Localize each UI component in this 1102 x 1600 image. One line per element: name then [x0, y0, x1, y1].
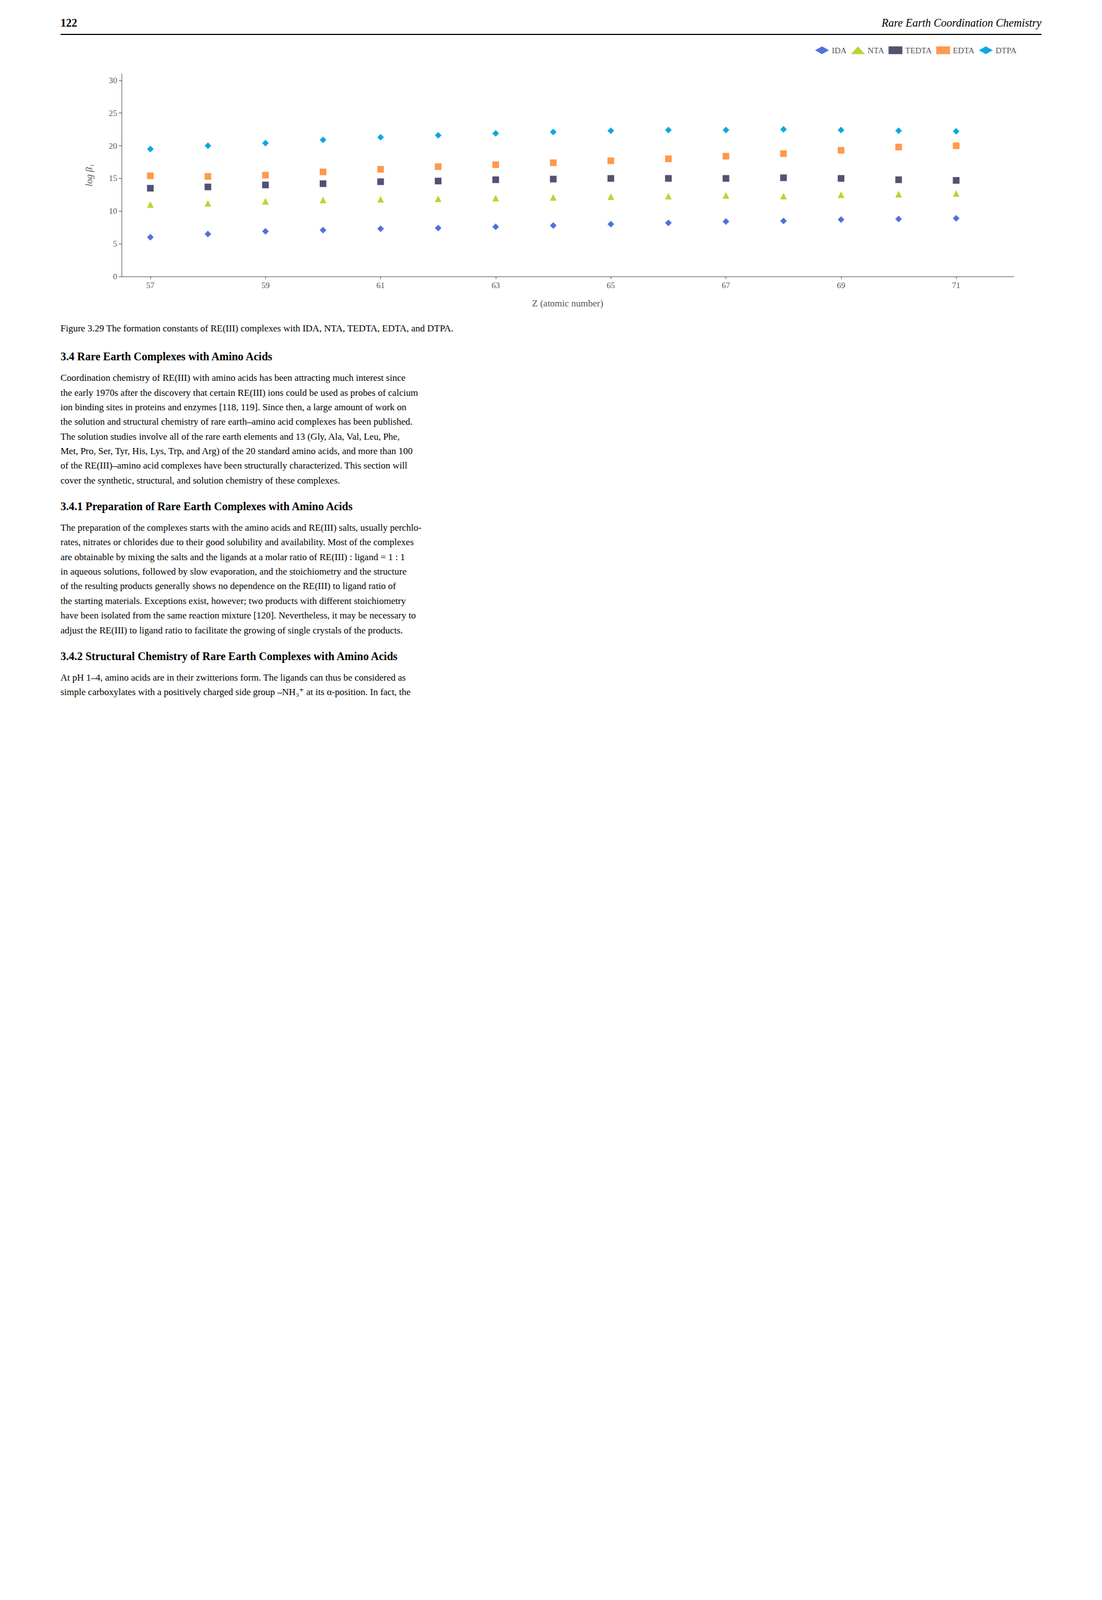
html-text:the starting materials. Except: the starting materials. Exceptions exist… [60, 595, 406, 607]
svg-text:59: 59 [261, 280, 270, 290]
html-text:Rare Earth Coordination Chemis: Rare Earth Coordination Chemistry [881, 16, 1042, 29]
svg-text:10: 10 [108, 206, 118, 216]
svg-text:69: 69 [836, 280, 845, 290]
html-text:of the RE(III)–amino acid comp: of the RE(III)–amino acid complexes have… [60, 460, 408, 472]
svg-text:71: 71 [952, 280, 961, 290]
html-text:cover the synthetic, structura: cover the synthetic, structural, and sol… [60, 475, 340, 486]
html-text:are obtainable by mixing the s: are obtainable by mixing the salts and t… [60, 551, 405, 563]
svg-text:0: 0 [113, 272, 118, 281]
html-text:simple carboxylates with a pos: simple carboxylates with a positively ch… [60, 686, 411, 698]
svg-text:25: 25 [108, 108, 118, 118]
html-text:in aqueous solutions, followed: in aqueous solutions, followed by slow e… [60, 566, 407, 577]
html-text:At pH 1–4, amino acids are in: At pH 1–4, amino acids are in their zwit… [60, 672, 406, 683]
svg-text:30: 30 [108, 76, 118, 85]
html-text:ion binding sites in proteins: ion binding sites in proteins and enzyme… [60, 401, 407, 413]
html-text:Coordination chemistry of RE(I: Coordination chemistry of RE(III) with a… [60, 372, 406, 384]
svg-text:IDA: IDA [831, 46, 847, 55]
html-text:adjust the RE(III) to ligand r: adjust the RE(III) to ligand ratio to fa… [60, 624, 403, 636]
html-text:The solution studies involve a: The solution studies involve all of the … [60, 431, 400, 442]
html-text:3.4.2 Structural Chemistry of: 3.4.2 Structural Chemistry of Rare Earth… [60, 649, 398, 663]
html-text:the early 1970s after the disc: the early 1970s after the discovery that… [60, 387, 418, 398]
svg-text:15: 15 [108, 173, 118, 183]
html-text:rates, nitrates or chlorides d: rates, nitrates or chlorides due to thei… [60, 537, 414, 548]
svg-text:20: 20 [108, 141, 118, 151]
svg-text:5: 5 [113, 239, 118, 249]
html-text:3.4.1 Preparation of Rare Eart: 3.4.1 Preparation of Rare Earth Complexe… [60, 500, 353, 513]
html-text:The preparation of the complex: The preparation of the complexes starts … [60, 522, 422, 534]
svg-text:log β₁: log β₁ [83, 163, 95, 186]
svg-text:67: 67 [721, 280, 731, 290]
svg-text:61: 61 [376, 280, 385, 290]
svg-text:DTPA: DTPA [995, 46, 1017, 55]
html-text:have been isolated from the sa: have been isolated from the same reactio… [60, 610, 416, 621]
svg-text:NTA: NTA [867, 46, 885, 55]
html-text:Figure 3.29 The formation cons: Figure 3.29 The formation constants of R… [60, 323, 454, 334]
svg-text:Z (atomic number): Z (atomic number) [531, 298, 603, 309]
html-text:the solution and structural ch: the solution and structural chemistry of… [60, 416, 413, 428]
html-text:Met, Pro, Ser, Tyr, His, Lys,: Met, Pro, Ser, Tyr, His, Lys, Trp, and A… [60, 445, 413, 457]
html-text:3.4 Rare Earth Complexes with: 3.4 Rare Earth Complexes with Amino Acid… [60, 350, 273, 363]
svg-text:63: 63 [491, 280, 500, 290]
svg-text:57: 57 [146, 280, 155, 290]
svg-text:EDTA: EDTA [952, 46, 975, 55]
svg-text:65: 65 [606, 280, 616, 290]
html-text:122: 122 [60, 16, 78, 29]
html-text:of the resulting products gene: of the resulting products generally show… [60, 580, 396, 592]
svg-text:TEDTA: TEDTA [904, 46, 932, 55]
